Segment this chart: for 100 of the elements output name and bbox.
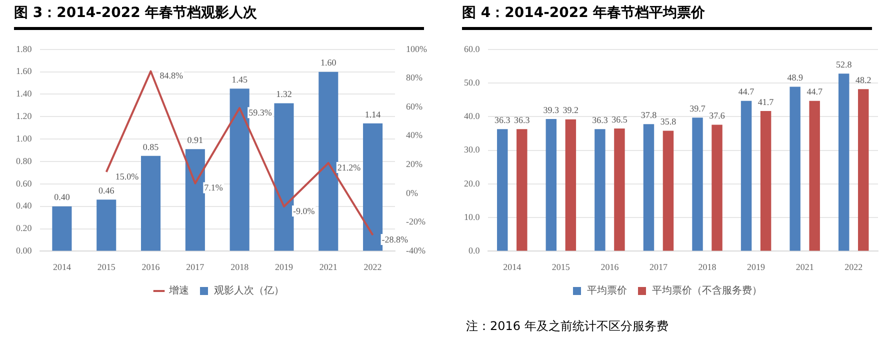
- bar: [594, 129, 606, 251]
- data-label: 37.8: [640, 110, 658, 120]
- y2-tick-label: 20%: [406, 159, 424, 170]
- data-label: 39.2: [562, 105, 579, 116]
- data-label: 44.7: [738, 86, 755, 97]
- x-tick-label: 2021: [796, 262, 814, 272]
- data-label: 44.7: [806, 86, 823, 97]
- bar: [318, 72, 338, 251]
- x-tick-label: 2016: [600, 262, 620, 272]
- data-label: 36.5: [612, 114, 628, 124]
- bar: [185, 149, 205, 251]
- y-tick-label: 40.0: [464, 111, 480, 122]
- x-tick-label: 2019: [747, 262, 766, 272]
- data-label: 35.8: [660, 116, 677, 127]
- y-tick-label: 0.40: [16, 200, 32, 211]
- bar: [274, 103, 294, 251]
- y2-tick-label: 0%: [406, 188, 419, 198]
- y2-tick-label: 80%: [406, 72, 424, 83]
- text: 注：2016 年及之前统计不区分服务费: [466, 318, 668, 335]
- bar: [140, 156, 161, 251]
- bar: [363, 123, 383, 251]
- legend-label: 观影人次（亿）: [214, 284, 284, 297]
- bar: [740, 100, 752, 251]
- bar: [230, 88, 250, 251]
- y-tick-label: 1.20: [16, 111, 32, 122]
- x-tick-label: 2021: [319, 262, 338, 272]
- x-tick-label: 2018: [698, 262, 717, 272]
- data-label: 0.85: [142, 142, 160, 152]
- y-tick-label: 0.0: [468, 246, 480, 256]
- bar: [692, 118, 703, 251]
- y2-tick-label: -40%: [406, 246, 426, 256]
- y-tick-label: 0.20: [16, 223, 32, 234]
- x-tick-label: 2019: [274, 262, 294, 272]
- y-tick-label: 0.60: [16, 178, 32, 188]
- data-label: 37.6: [709, 110, 726, 121]
- data-label: -9.0%: [292, 206, 316, 216]
- legend-label: 平均票价: [587, 284, 627, 297]
- data-label: 84.8%: [160, 70, 184, 81]
- x-tick-label: 2017: [186, 262, 205, 272]
- y-tick-label: 0.00: [16, 246, 32, 256]
- y2-tick-label: 100%: [406, 44, 428, 54]
- data-label: 21.2%: [337, 162, 362, 172]
- data-label: 41.7: [758, 96, 774, 107]
- bar: [96, 200, 116, 251]
- bar: [546, 119, 557, 251]
- data-label: 0.46: [98, 185, 115, 196]
- data-label: 36.3: [494, 114, 511, 125]
- data-label: 48.9: [787, 72, 804, 83]
- data-label: 1.60: [320, 58, 337, 68]
- x-tick-label: 2022: [844, 262, 863, 272]
- bar: [809, 100, 820, 251]
- data-label: 0.40: [54, 192, 70, 202]
- data-label: 59.3%: [248, 107, 272, 118]
- bar: [643, 124, 654, 251]
- legend-label: 平均票价（不含服务费）: [652, 284, 762, 297]
- data-label: -28.8%: [382, 234, 409, 244]
- data-label: 39.7: [690, 104, 706, 114]
- data-label: 36.3: [514, 114, 530, 125]
- bar: [760, 110, 772, 251]
- bar: [516, 129, 528, 251]
- bar: [614, 128, 625, 251]
- x-tick-label: 2016: [142, 262, 160, 272]
- x-tick-label: 2015: [97, 262, 116, 272]
- data-label: 0.91: [187, 135, 204, 146]
- y2-tick-label: -20%: [406, 216, 426, 227]
- chart-title: 图 4：2014-2022 年春节档平均票价: [462, 4, 872, 30]
- data-label: 15.0%: [115, 171, 140, 182]
- bar: [565, 119, 576, 251]
- y-tick-label: 10.0: [464, 212, 480, 222]
- data-label: 36.3: [592, 114, 608, 125]
- y-tick-label: 1.40: [16, 88, 32, 99]
- bar: [712, 124, 722, 251]
- data-label: 1.32: [276, 89, 292, 100]
- y-tick-label: 1.80: [16, 44, 32, 54]
- y-tick-label: 0.80: [16, 156, 32, 166]
- data-label: 1.14: [364, 109, 382, 120]
- y-tick-label: 1.60: [16, 66, 32, 76]
- x-tick-label: 2014: [503, 262, 522, 272]
- x-tick-label: 2015: [552, 262, 570, 272]
- y-tick-label: 50.0: [464, 77, 480, 88]
- y-tick-label: 20.0: [464, 178, 480, 188]
- data-label: 52.8: [836, 59, 852, 70]
- bar: [497, 129, 508, 251]
- data-label: 48.2: [855, 74, 872, 85]
- bar: [790, 86, 800, 251]
- x-tick-label: 2014: [52, 262, 72, 272]
- x-tick-label: 2018: [230, 262, 250, 272]
- x-tick-label: 2022: [364, 262, 382, 272]
- data-label: 7.1%: [204, 182, 224, 193]
- y-tick-label: 1.00: [16, 133, 32, 144]
- legend-label: 增速: [168, 284, 189, 297]
- bar: [858, 89, 869, 251]
- bar: [662, 130, 674, 251]
- data-label: 1.45: [232, 74, 248, 84]
- x-tick-label: 2017: [649, 262, 668, 272]
- bar: [838, 74, 850, 251]
- y2-tick-label: 60%: [406, 101, 424, 112]
- chart-title: 图 3：2014-2022 年春节档观影人次: [14, 4, 424, 30]
- data-label: 39.3: [543, 104, 560, 115]
- bar: [52, 206, 72, 251]
